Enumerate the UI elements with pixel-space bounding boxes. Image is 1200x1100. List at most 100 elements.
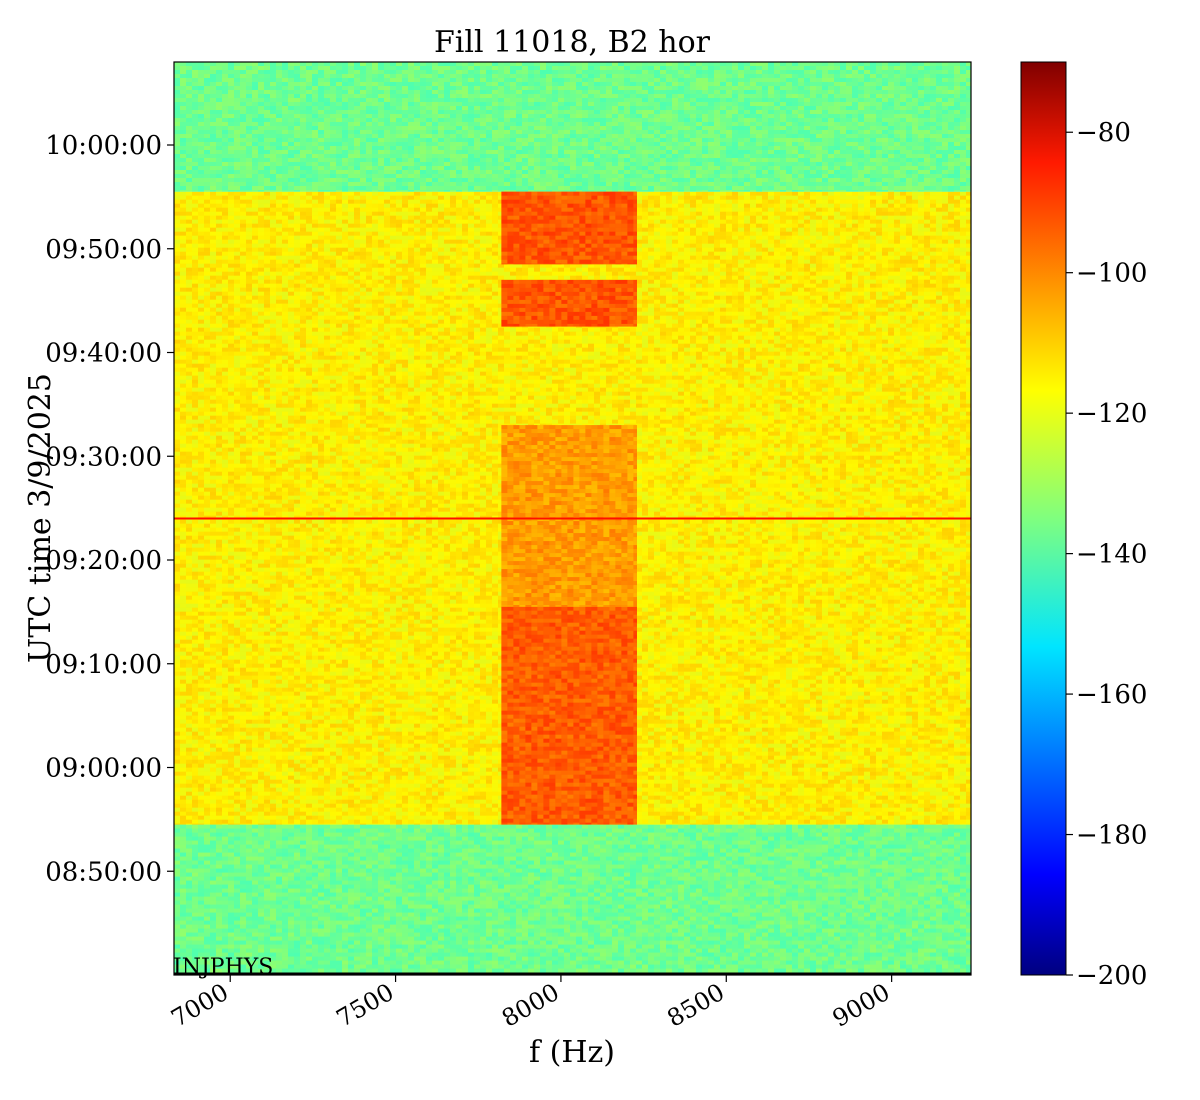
spectrogram-cell <box>510 869 516 873</box>
spectrogram-cell <box>768 885 774 889</box>
spectrogram-cell <box>600 849 606 853</box>
spectrogram-cell <box>912 849 918 853</box>
spectrogram-cell <box>432 921 438 925</box>
spectrogram-cell <box>846 861 852 865</box>
spectrogram-cell <box>930 965 936 969</box>
spectrogram-cell <box>222 901 228 905</box>
spectrogram-cell <box>552 897 558 901</box>
spectrogram-cell <box>720 889 726 893</box>
spectrogram-cell <box>894 917 900 921</box>
spectrogram-cell <box>510 897 516 901</box>
spectrogram-cell <box>738 837 744 841</box>
spectrogram-cell <box>906 909 912 913</box>
spectrogram-cell <box>942 913 948 917</box>
spectrogram-cell <box>864 961 870 965</box>
spectrogram-cell <box>372 877 378 881</box>
spectrogram-cell <box>552 953 558 957</box>
spectrogram-cell <box>690 969 696 973</box>
spectrogram-cell <box>702 917 708 921</box>
spectrogram-cell <box>546 905 552 909</box>
spectrogram-cell <box>288 857 294 861</box>
spectrogram-cell <box>744 869 750 873</box>
spectrogram-cell <box>822 845 828 849</box>
spectrogram-cell <box>744 889 750 893</box>
spectrogram-cell <box>660 849 666 853</box>
spectrogram-cell <box>294 853 300 857</box>
spectrogram-cell <box>762 909 768 913</box>
spectrogram-cell <box>588 837 594 841</box>
spectrogram-cell <box>858 861 864 865</box>
spectrogram-cell <box>648 901 654 905</box>
spectrogram-cell <box>954 877 960 881</box>
spectrogram-cell <box>330 893 336 897</box>
spectrogram-cell <box>264 829 270 833</box>
spectrogram-cell <box>324 857 330 861</box>
spectrogram-cell <box>546 845 552 849</box>
spectrogram-cell <box>486 957 492 961</box>
spectrogram-cell <box>834 853 840 857</box>
spectrogram-cell <box>960 845 966 849</box>
spectrogram-cell <box>522 893 528 897</box>
spectrogram-cell <box>594 929 600 933</box>
spectrogram-cell <box>432 933 438 937</box>
spectrogram-cell <box>930 837 936 841</box>
spectrogram-cell <box>294 901 300 905</box>
spectrogram-cell <box>450 921 456 925</box>
spectrogram-cell <box>366 873 372 877</box>
spectrogram-cell <box>756 905 762 909</box>
spectrogram-cell <box>540 861 546 865</box>
spectrogram-cell <box>570 961 576 965</box>
spectrogram-cell <box>528 837 534 841</box>
spectrogram-cell <box>822 869 828 873</box>
spectrogram-cell <box>816 853 822 857</box>
spectrogram-cell <box>408 961 414 965</box>
spectrogram-cell <box>474 961 480 965</box>
spectrogram-cell <box>342 921 348 925</box>
spectrogram-cell <box>618 905 624 909</box>
spectrogram-cell <box>732 829 738 833</box>
spectrogram-cell <box>942 909 948 913</box>
spectrogram-cell <box>576 841 582 845</box>
spectrogram-cell <box>594 833 600 837</box>
spectrogram-cell <box>708 877 714 881</box>
spectrogram-cell <box>378 897 384 901</box>
spectrogram-cell <box>366 961 372 965</box>
spectrogram-cell <box>702 909 708 913</box>
spectrogram-cell <box>696 949 702 953</box>
spectrogram-cell <box>534 877 540 881</box>
spectrogram-cell <box>228 889 234 893</box>
spectrogram-cell <box>486 921 492 925</box>
spectrogram-cell <box>912 941 918 945</box>
spectrogram-cell <box>486 849 492 853</box>
spectrogram-cell <box>486 937 492 941</box>
spectrogram-cell <box>570 829 576 833</box>
spectrogram-cell <box>648 933 654 937</box>
spectrogram-cell <box>192 845 198 849</box>
spectrogram-cell <box>858 841 864 845</box>
spectrogram-cell <box>330 857 336 861</box>
spectrogram-cell <box>300 953 306 957</box>
spectrogram-cell <box>276 845 282 849</box>
spectrogram-cell <box>858 845 864 849</box>
spectrogram-cell <box>570 969 576 973</box>
spectrogram-cell <box>888 889 894 893</box>
spectrogram-cell <box>606 893 612 897</box>
spectrogram-cell <box>564 941 570 945</box>
spectrogram-cell <box>570 905 576 909</box>
spectrogram-cell <box>894 905 900 909</box>
spectrogram-cell <box>336 857 342 861</box>
spectrogram-cell <box>426 853 432 857</box>
spectrogram-cell <box>948 865 954 869</box>
spectrogram-cell <box>378 913 384 917</box>
spectrogram-cell <box>804 861 810 865</box>
spectrogram-cell <box>438 941 444 945</box>
spectrogram-cell <box>186 901 192 905</box>
spectrogram-cell <box>396 901 402 905</box>
spectrogram-cell <box>198 849 204 853</box>
spectrogram-cell <box>276 969 282 973</box>
spectrogram-cell <box>774 953 780 957</box>
spectrogram-cell <box>816 877 822 881</box>
spectrogram-cell <box>372 861 378 865</box>
spectrogram-cell <box>948 889 954 893</box>
spectrogram-cell <box>702 961 708 965</box>
